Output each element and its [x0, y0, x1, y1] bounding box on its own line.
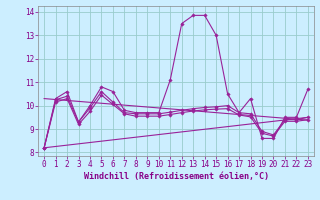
X-axis label: Windchill (Refroidissement éolien,°C): Windchill (Refroidissement éolien,°C)	[84, 172, 268, 181]
